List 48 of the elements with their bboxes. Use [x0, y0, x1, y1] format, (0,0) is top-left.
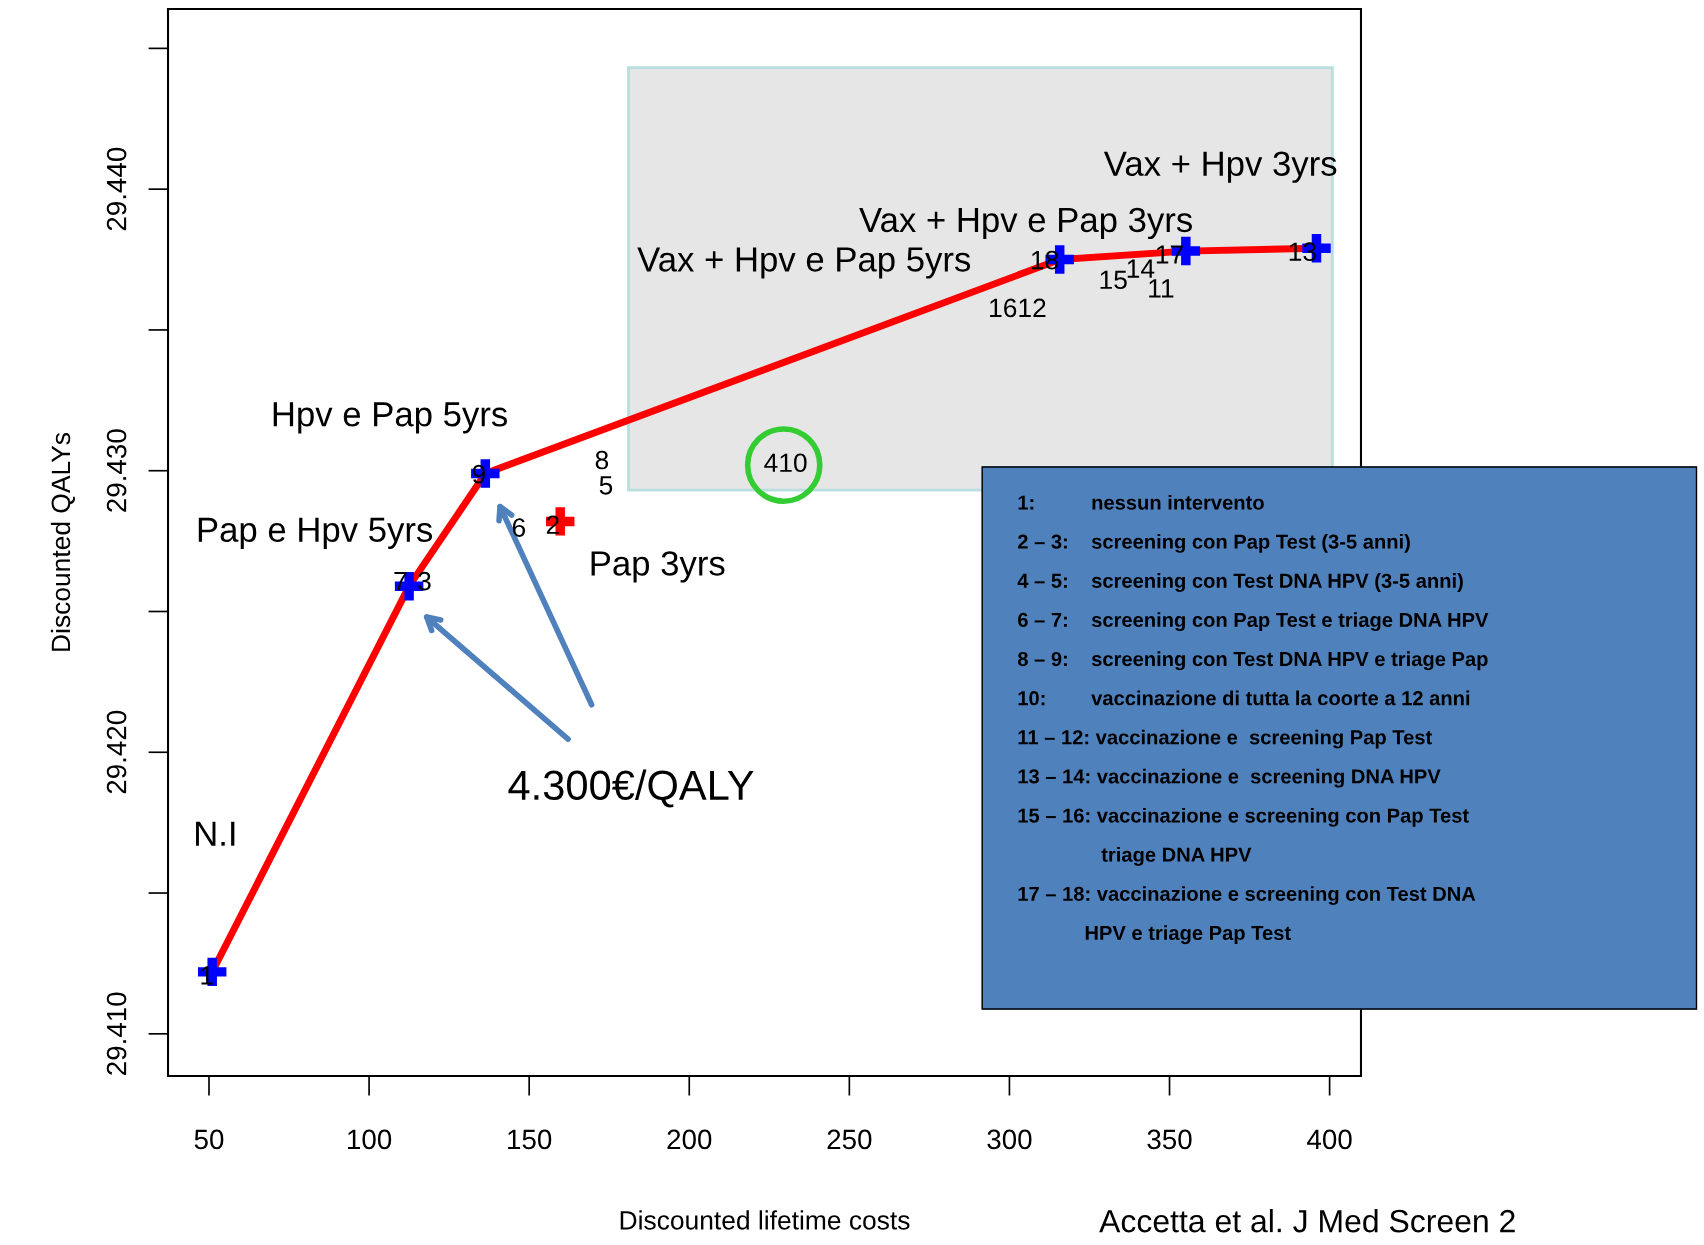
y-tick-label: 29.430 — [106, 429, 127, 512]
x-tick-label: 400 — [1307, 1129, 1352, 1150]
x-tick-label: 50 — [194, 1129, 224, 1150]
annotation: 6 – 7: screening con Pap Test e triage DNA HPV — [1018, 612, 1489, 632]
annotation: Hpv e Pap 5yrs — [273, 402, 507, 434]
annotation: 1: nessun intervento — [1018, 494, 1264, 510]
y-tick-label: 29.420 — [106, 710, 127, 794]
annotation: 11 — [1149, 279, 1174, 298]
annotation: 15 — [1100, 270, 1127, 290]
annotation: Vax + Hpv e Pap 5yrs — [637, 247, 971, 279]
annotation: Vax + Hpv e Pap 3yrs — [859, 207, 1192, 240]
annotation: 14 — [1127, 259, 1155, 278]
annotation: 15 – 16: vaccinazione e screening con Pap Test — [1018, 807, 1469, 827]
x-tick-label: 350 — [1147, 1129, 1192, 1150]
annotation: 11 – 12: vaccinazione e screening Pap Test — [1018, 729, 1432, 749]
x-tick-label: 300 — [987, 1129, 1032, 1150]
annotation: 8 – 9: screening con Test DNA HPV e triage Pap — [1017, 651, 1488, 671]
annotation: 6 — [512, 518, 526, 537]
x-tick-label: 150 — [508, 1129, 552, 1150]
annotation: triage DNA HPV — [1101, 847, 1252, 866]
annotation: N.I — [196, 821, 235, 846]
annotation: 18 — [1031, 250, 1059, 270]
annotation: Pap 3yrs — [591, 551, 725, 583]
annotation: 13 – 14: vaccinazione e screening DNA HPV — [1018, 768, 1441, 788]
x-axis-title: Discounted lifetime costs — [620, 1210, 910, 1230]
annotation: 13 — [1289, 242, 1316, 262]
annotation: 5 — [599, 476, 613, 495]
text: Accetta et al. J Med Screen 2 — [1099, 1209, 1515, 1233]
annotation: 1612 — [990, 298, 1046, 318]
x-tick-label: 100 — [348, 1129, 392, 1150]
annotation: 4 – 5: screening con Test DNA HPV (3-5 anni) — [1017, 573, 1463, 592]
annotation: 3 — [418, 571, 431, 591]
y-axis-title: Discounted QALYs — [50, 432, 75, 651]
annotation: 17 — [1156, 245, 1183, 264]
annotation: Vax + Hpv 3yrs — [1103, 151, 1337, 183]
annotation: 4.300€/QALY — [508, 769, 754, 808]
annotation: 1 — [201, 966, 213, 985]
annotation: Pap e Hpv 5yrs — [198, 517, 433, 549]
annotation: 410 — [764, 453, 807, 473]
annotation: 17 – 18: vaccinazione e screening con Test DNA — [1018, 886, 1476, 905]
x-tick-label: 250 — [827, 1129, 872, 1150]
y-tick-label: 29.410 — [106, 992, 127, 1075]
annotation: 10: vaccinazione di tutta la coorte a 12 anni — [1018, 690, 1470, 706]
annotation: 8 — [595, 450, 609, 470]
y-tick-label: 29.440 — [106, 147, 127, 231]
x-tick-label: 200 — [667, 1129, 712, 1150]
annotation: 2 – 3: screening con Pap Test (3-5 anni) — [1017, 533, 1410, 553]
annotation: HPV e triage Pap Test — [1085, 925, 1291, 945]
